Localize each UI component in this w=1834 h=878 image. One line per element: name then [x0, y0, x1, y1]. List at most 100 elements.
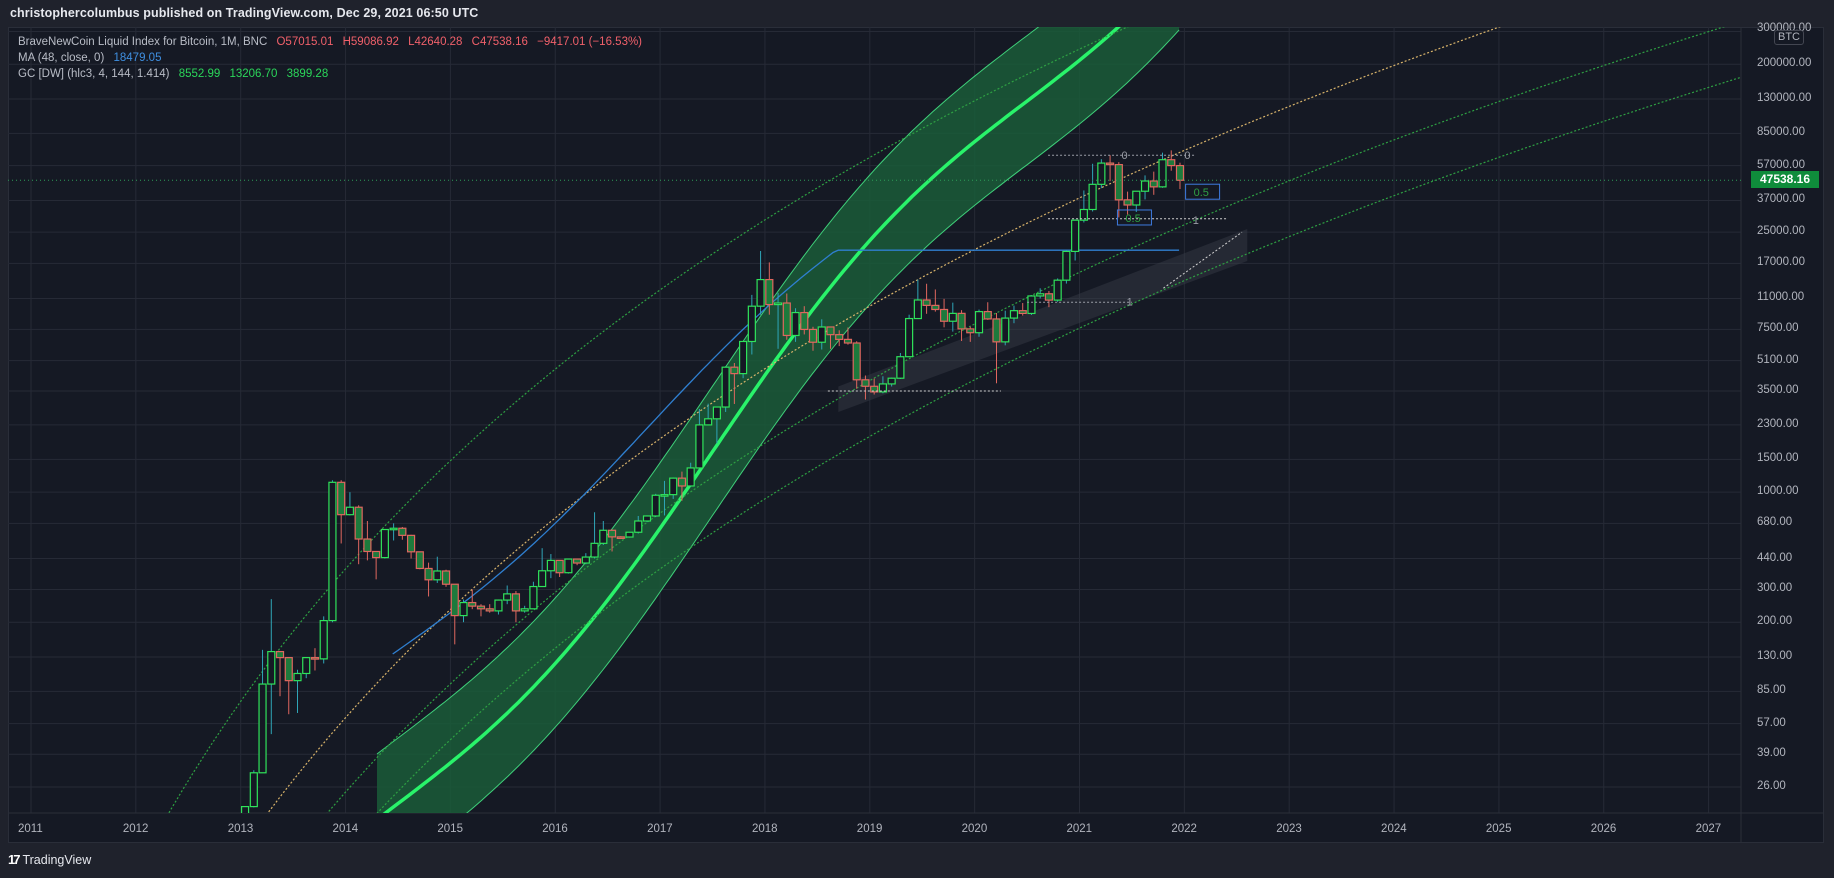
candle-body [267, 650, 276, 685]
candle-body [1158, 159, 1167, 188]
candle-body [905, 317, 914, 358]
candle-body [599, 529, 608, 544]
candle-body [835, 334, 844, 340]
candle-body [1088, 183, 1097, 211]
candle-body [380, 528, 389, 559]
candle-body [739, 340, 748, 375]
time-tick-label: 2024 [1381, 823, 1407, 835]
price-tick-label: 37000.00 [1757, 193, 1805, 206]
legend-open: O57015.01 [276, 36, 334, 48]
candle-body [634, 520, 643, 533]
candle-body [1167, 159, 1176, 167]
candle-body [1079, 208, 1088, 221]
candle-body [1114, 164, 1123, 201]
price-tick-label: 680.00 [1757, 516, 1793, 529]
candle-body [817, 326, 826, 343]
candle-body [406, 534, 416, 553]
price-tick-label: 130.00 [1757, 649, 1793, 662]
candle-body [948, 312, 957, 322]
price-tick-label: 11000.00 [1757, 291, 1805, 304]
candle-body [730, 366, 739, 375]
time-tick-label: 2023 [1276, 823, 1302, 835]
price-tick-label: 25000.00 [1757, 225, 1805, 238]
price-tick-label: 85000.00 [1757, 126, 1805, 139]
fib-label-05b: 0.5 [1194, 187, 1209, 199]
price-tick-label: 2300.00 [1757, 417, 1799, 430]
candle-body [1053, 279, 1062, 301]
candle-body [616, 536, 625, 539]
legend-symbol-row[interactable]: BraveNewCoin Liquid Index for Bitcoin, 1… [18, 34, 642, 50]
gc-lower-line [466, 29, 1180, 813]
fib-label-1b: 1 [1127, 296, 1133, 308]
candle-body [896, 356, 905, 379]
candle-body [459, 601, 468, 617]
candle-body [931, 304, 940, 311]
candle-body [913, 299, 922, 320]
candle-body [922, 299, 931, 306]
candle-body [345, 506, 355, 516]
last-price-tag: 47538.16 [1751, 171, 1819, 188]
candle-body [852, 342, 861, 381]
projection-channel [838, 229, 1248, 412]
price-tick-label: 3500.00 [1757, 383, 1799, 396]
ma48-line [392, 249, 1180, 655]
candle-body [1027, 295, 1036, 315]
price-tick-label: 57000.00 [1757, 158, 1805, 171]
candle-body [791, 311, 800, 337]
candle-body [1123, 199, 1132, 206]
candle-body [503, 593, 512, 601]
candle-body [424, 567, 433, 581]
candle-body [704, 418, 713, 426]
candle-body [284, 657, 293, 682]
price-tick-label: 200000.00 [1757, 57, 1812, 70]
candle-body [363, 538, 372, 553]
growth-curve-low2 [376, 76, 1741, 813]
legend-gc-lower: 3899.28 [286, 68, 329, 80]
candle-body [240, 805, 250, 813]
candle-body [415, 551, 424, 570]
time-tick-label: 2017 [647, 823, 673, 835]
price-tick-label: 1500.00 [1757, 452, 1799, 465]
price-tick-label: 200.00 [1757, 615, 1793, 628]
candle-body [249, 772, 258, 808]
candle-body [826, 326, 835, 336]
candle-body [1001, 317, 1010, 343]
candle-body [660, 494, 669, 497]
candle-body [564, 558, 573, 574]
candle-body [695, 424, 704, 469]
candle-body [870, 385, 879, 393]
candle-body [354, 506, 363, 540]
candle-body [992, 318, 1001, 343]
legend-ma-row[interactable]: MA (48, close, 0) 18479.05 [18, 50, 642, 66]
candle-body [450, 583, 459, 617]
legend-gc-label: GC [DW] (hlc3, 4, 144, 1.414) [18, 68, 170, 80]
candle-body [1071, 219, 1080, 253]
price-tick-label: 300.00 [1757, 582, 1793, 595]
candle-body [520, 608, 529, 612]
legend-gc-row[interactable]: GC [DW] (hlc3, 4, 144, 1.414) 8552.99 13… [18, 66, 642, 82]
growth-curve-mid [267, 27, 1502, 813]
candle-body [319, 619, 328, 660]
time-tick-label: 2012 [122, 823, 149, 835]
time-tick-label: 2022 [1171, 823, 1197, 835]
price-tick-label: 17000.00 [1757, 256, 1805, 269]
time-tick-label: 2027 [1695, 823, 1722, 835]
candle-body [546, 559, 555, 572]
candle-body [233, 840, 240, 843]
candle-body [372, 550, 381, 559]
projection-line [1163, 231, 1243, 289]
price-tick-label: 130000.00 [1757, 91, 1812, 104]
candle-body [1062, 250, 1071, 281]
fib-label-0a: 0 [1121, 150, 1127, 162]
legend-close: C47538.16 [471, 36, 528, 48]
candle-body [1009, 310, 1019, 319]
time-tick-label: 2016 [542, 823, 568, 835]
chart-canvas[interactable]: 0 0 0.5 0.5 1 1 [8, 27, 1824, 843]
tradingview-footer[interactable]: 17 TradingView [8, 852, 91, 867]
candle-body [310, 657, 320, 660]
price-tick-label: 57.00 [1757, 716, 1786, 729]
price-tick-label: 26.00 [1757, 780, 1786, 792]
time-tick-label: 2025 [1485, 823, 1512, 835]
candle-body [669, 477, 678, 496]
gc-upper-line [376, 27, 1040, 755]
